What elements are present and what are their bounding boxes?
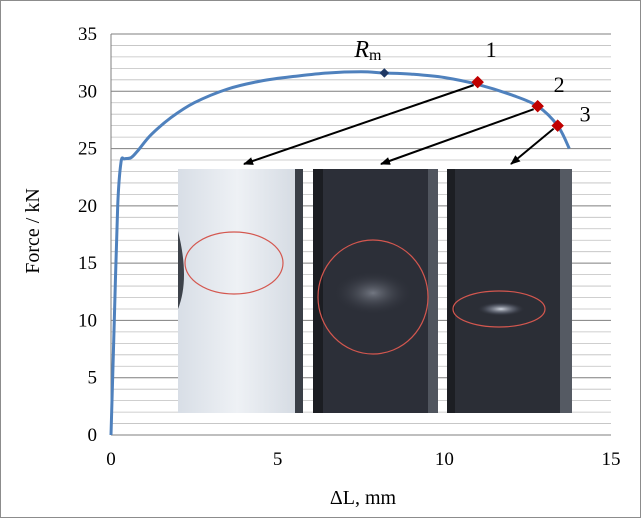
pointer-arrow <box>243 84 474 165</box>
specimen-photo-1 <box>178 169 303 413</box>
specimen-photos <box>178 169 572 413</box>
specimen-edge <box>428 169 438 413</box>
x-tick-label: 0 <box>106 449 116 470</box>
necking-circle <box>317 239 429 355</box>
y-tick-label: 0 <box>88 425 98 446</box>
axes <box>110 34 611 436</box>
x-tick-label: 15 <box>602 449 621 470</box>
specimen-edge <box>560 169 572 413</box>
specimen-photo-2 <box>313 169 438 413</box>
specimen-surface <box>178 169 297 413</box>
specimen-edge <box>295 169 303 413</box>
pointer-arrows <box>243 84 555 165</box>
y-tick-label: 30 <box>78 81 97 102</box>
tick-labels: 0 5 10 15 20 25 30 35 0 5 10 15 <box>78 24 621 470</box>
necking-circle <box>452 290 546 328</box>
pointer-arrow <box>380 108 535 165</box>
annotations: Rm 1 23 <box>353 37 590 127</box>
necking-glow <box>477 302 525 316</box>
specimen-edge <box>447 169 455 413</box>
annotation-2: 2 <box>554 72 565 97</box>
y-tick-label: 20 <box>78 196 97 217</box>
marker-1 <box>471 75 485 89</box>
annotation-Rm: Rm <box>353 37 382 64</box>
series-line <box>109 70 571 436</box>
marker-3 <box>551 119 565 133</box>
specimen-photo-3 <box>447 169 572 413</box>
y-tick-label: 15 <box>78 253 97 274</box>
x-tick-label: 10 <box>435 449 454 470</box>
y-tick-label: 5 <box>88 368 98 389</box>
y-tick-label: 35 <box>78 24 97 45</box>
y-tick-label: 10 <box>78 310 97 331</box>
marker-Rm <box>379 68 390 78</box>
necking-glow <box>333 271 413 315</box>
x-axis-label: ΔL, mm <box>330 487 397 509</box>
x-tick-label: 5 <box>273 449 283 470</box>
annotation-1: 1 <box>486 37 497 62</box>
y-axis-label: Force / kN <box>22 188 44 274</box>
data-markers <box>379 68 565 133</box>
specimen-neck <box>178 231 184 309</box>
pointer-arrow <box>510 127 555 165</box>
annotation-3: 3 <box>580 102 591 127</box>
marker-2 <box>531 99 545 113</box>
necking-circle <box>184 231 284 295</box>
series-layer <box>109 70 571 436</box>
y-tick-label: 25 <box>78 139 97 160</box>
